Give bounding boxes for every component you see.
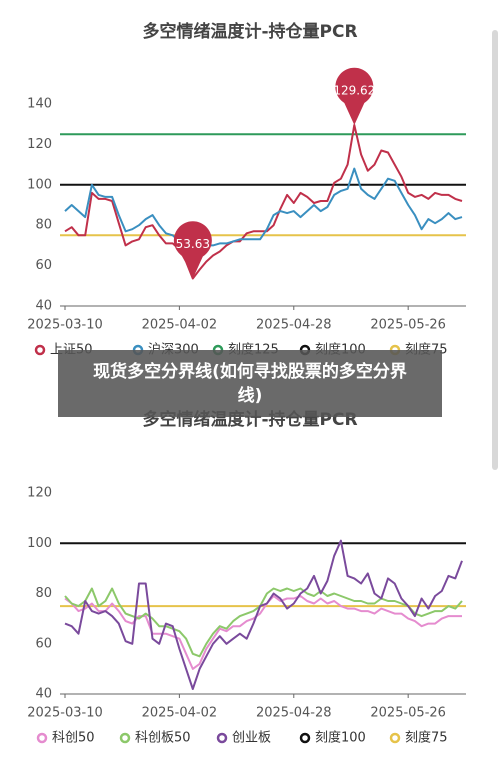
legend-marker [299,732,311,744]
pin-marker [335,67,374,125]
legend-marker [36,732,48,744]
x-tick-label: 2025-03-10 [27,706,103,721]
y-tick-label: 140 [27,97,52,112]
x-tick-label: 2025-03-10 [27,318,103,333]
legend-label: 刻度100 [315,730,366,746]
x-tick-label: 2025-04-28 [256,318,332,333]
y-tick-label: 100 [27,536,52,551]
legend-marker [216,732,228,744]
pin-label: 129.62 [333,83,375,97]
pin-marker [173,221,212,279]
chart-title: 多空情绪温度计-持仓量PCR [142,21,357,42]
legend-marker [34,344,46,356]
legend-marker [119,732,131,744]
y-tick-label: 40 [35,687,52,702]
legend-label: 刻度75 [405,730,448,746]
y-tick-label: 40 [35,299,52,314]
series-line [64,124,463,280]
pin-label: 53.63 [176,237,210,251]
x-tick-label: 2025-05-26 [370,706,446,721]
x-tick-label: 2025-04-02 [142,706,218,721]
scrollbar [492,30,498,470]
y-tick-label: 100 [27,177,52,192]
y-tick-label: 60 [35,258,52,273]
legend-marker [389,732,401,744]
y-tick-label: 80 [35,218,52,233]
y-tick-label: 120 [27,137,52,152]
series-line [64,587,463,658]
x-tick-label: 2025-04-02 [142,318,218,333]
legend-label: 科创50 [52,731,95,746]
y-tick-label: 60 [35,636,52,651]
series-line [64,595,462,670]
legend-label: 科创板50 [135,731,191,746]
y-tick-label: 120 [27,486,52,501]
series-line [64,167,463,253]
overlay-caption: 现货多空分界线(如何寻找股票的多空分界线) [58,350,442,417]
x-tick-label: 2025-05-26 [370,318,446,333]
legend-label: 创业板 [232,731,271,746]
series-line [64,539,463,690]
y-tick-label: 80 [35,586,52,601]
x-tick-label: 2025-04-28 [256,706,332,721]
